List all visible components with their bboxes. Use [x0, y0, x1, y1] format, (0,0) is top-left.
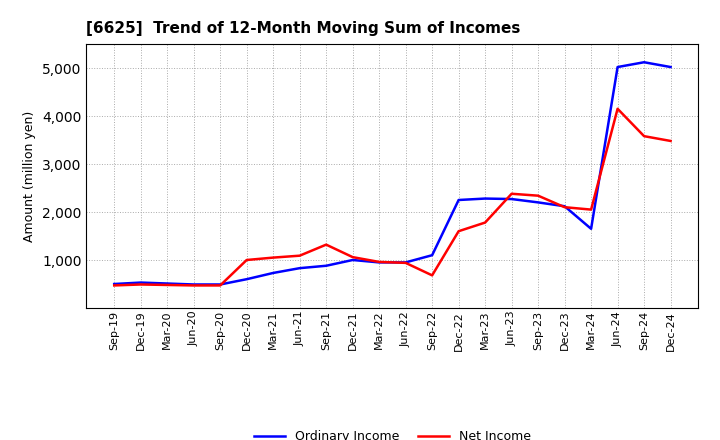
Line: Ordinary Income: Ordinary Income [114, 62, 670, 285]
Line: Net Income: Net Income [114, 109, 670, 286]
Net Income [534, 193, 542, 198]
Ordinary Income [216, 282, 225, 287]
Ordinary Income [269, 270, 277, 275]
Ordinary Income [243, 277, 251, 282]
Net Income [613, 106, 622, 111]
Ordinary Income [375, 260, 384, 265]
Net Income [269, 255, 277, 260]
Net Income [640, 133, 649, 139]
Net Income [189, 283, 198, 288]
Net Income [110, 283, 119, 288]
Ordinary Income [613, 64, 622, 70]
Text: [6625]  Trend of 12-Month Moving Sum of Incomes: [6625] Trend of 12-Month Moving Sum of I… [86, 21, 521, 36]
Legend: Ordinary Income, Net Income: Ordinary Income, Net Income [248, 425, 536, 440]
Net Income [375, 259, 384, 264]
Ordinary Income [322, 263, 330, 268]
Net Income [454, 228, 463, 234]
Ordinary Income [163, 281, 171, 286]
Ordinary Income [401, 260, 410, 265]
Net Income [508, 191, 516, 196]
Net Income [401, 260, 410, 265]
Net Income [216, 283, 225, 288]
Net Income [322, 242, 330, 247]
Ordinary Income [295, 265, 304, 271]
Ordinary Income [534, 200, 542, 205]
Ordinary Income [560, 204, 569, 209]
Ordinary Income [508, 196, 516, 202]
Net Income [428, 273, 436, 278]
Net Income [163, 282, 171, 288]
Ordinary Income [348, 257, 357, 263]
Ordinary Income [428, 253, 436, 258]
Ordinary Income [481, 196, 490, 201]
Ordinary Income [136, 280, 145, 285]
Ordinary Income [640, 59, 649, 65]
Ordinary Income [189, 282, 198, 287]
Ordinary Income [454, 198, 463, 203]
Net Income [348, 254, 357, 260]
Net Income [560, 205, 569, 210]
Net Income [136, 282, 145, 287]
Ordinary Income [110, 281, 119, 286]
Net Income [587, 207, 595, 212]
Ordinary Income [587, 226, 595, 231]
Net Income [295, 253, 304, 258]
Net Income [481, 220, 490, 225]
Ordinary Income [666, 64, 675, 70]
Y-axis label: Amount (million yen): Amount (million yen) [24, 110, 37, 242]
Net Income [666, 138, 675, 143]
Net Income [243, 257, 251, 263]
